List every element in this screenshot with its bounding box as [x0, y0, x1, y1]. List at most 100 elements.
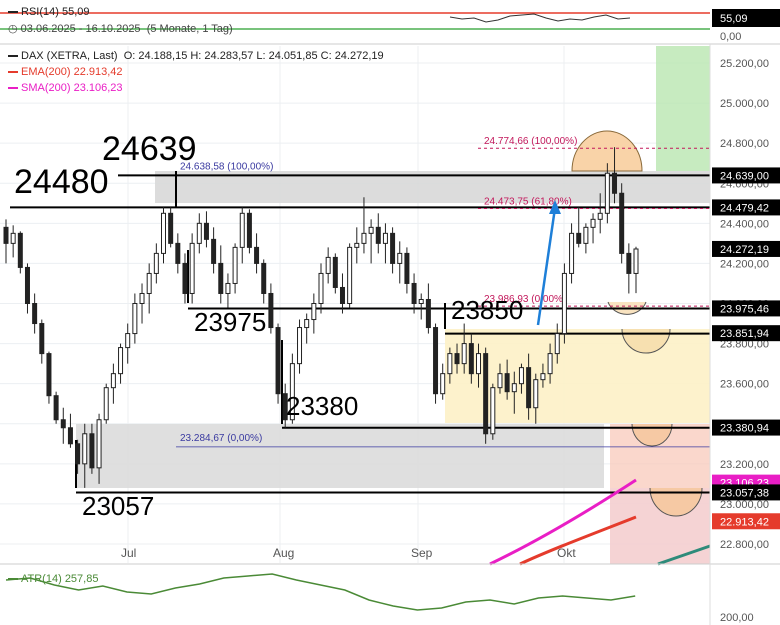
- fib-blue-label: 23.284,67 (0,00%): [180, 433, 262, 444]
- y-tick-label: 24.800,00: [720, 138, 769, 150]
- ema-label: EMA(200): [21, 66, 71, 78]
- candle-body: [110, 373, 116, 389]
- y-tick-label: 23.000,00: [720, 499, 769, 511]
- atr-value: 257,85: [64, 573, 99, 585]
- candle-body: [24, 266, 30, 304]
- candle-body: [425, 298, 431, 329]
- candle-body: [354, 242, 360, 248]
- candle-body: [454, 353, 460, 365]
- price-box-label: 23.975,46: [720, 303, 769, 315]
- candle-body: [103, 387, 109, 421]
- ema-swatch: [8, 71, 18, 74]
- y-tick-label: 25.000,00: [720, 98, 769, 110]
- price-box: [712, 513, 780, 530]
- candle-body: [282, 393, 288, 421]
- rsi-line: [449, 13, 631, 23]
- candle-body: [368, 226, 374, 234]
- fib-blue-label: 24.638,58 (100,00%): [180, 162, 273, 173]
- candle-body: [490, 387, 496, 435]
- candle-body: [261, 262, 267, 294]
- candle-body: [569, 232, 575, 274]
- candle-body: [53, 395, 59, 421]
- level-label: 23850: [451, 295, 523, 325]
- candle-body: [39, 323, 45, 355]
- clock-icon: ◷: [8, 23, 18, 35]
- yellow-zone: [445, 329, 710, 423]
- candle-body: [504, 373, 510, 393]
- rsi-swatch: [8, 11, 18, 14]
- candle-body: [139, 292, 145, 304]
- sma-value: 23.106,23: [73, 82, 123, 94]
- atr-line: [5, 573, 636, 611]
- candle-body: [332, 256, 338, 288]
- candle-body: [60, 419, 66, 429]
- atr-axis-label: 200,00: [720, 612, 754, 624]
- ema-line: [519, 515, 637, 566]
- sma-line: [489, 478, 637, 566]
- candle-body: [304, 319, 310, 329]
- candle-body: [440, 373, 446, 395]
- arc-2: [621, 328, 671, 354]
- fib-label: 24.473,75 (61,80%): [484, 197, 572, 208]
- sma-swatch: [8, 87, 18, 90]
- candle-body: [511, 383, 517, 393]
- instrument-name: DAX (XETRA, Last): [21, 50, 118, 62]
- candle-body: [375, 226, 381, 244]
- candle-body: [576, 232, 582, 244]
- period-info: ◷ 03.06.2025 - 16.10.2025 (5 Monate, 1 T…: [8, 22, 233, 35]
- candle-body: [468, 343, 474, 375]
- candle-body: [311, 303, 317, 321]
- candle-body: [132, 303, 138, 335]
- candle-body: [17, 232, 23, 268]
- fib-label: 24.774,66 (100,00%): [484, 136, 577, 147]
- candle-body: [254, 246, 260, 264]
- price-box-label: 23.380,94: [720, 423, 769, 435]
- price-box-label: 23.851,94: [720, 328, 769, 340]
- candle-body: [461, 343, 467, 365]
- sma-label: SMA(200): [21, 82, 71, 94]
- candle-body: [218, 262, 224, 294]
- candle-body: [225, 282, 231, 294]
- y-tick-label: 24.400,00: [720, 218, 769, 230]
- candle-body: [211, 238, 217, 264]
- candle-body: [182, 262, 188, 294]
- candle-body: [497, 373, 503, 389]
- rsi-legend: RSI(14) 55,09: [8, 6, 90, 18]
- candle-body: [418, 298, 424, 305]
- rsi-panel: [0, 0, 780, 44]
- candle-body: [146, 272, 152, 294]
- fib-label: 23.986,93 (0,00%): [484, 294, 566, 305]
- blue-arrow-shaft: [536, 207, 557, 326]
- candle-body: [561, 272, 567, 335]
- candle-body: [583, 226, 589, 244]
- price-box: [712, 167, 780, 184]
- y-tick-label: 22.800,00: [720, 539, 769, 551]
- y-tick-label: 25.200,00: [720, 58, 769, 70]
- candle-body: [268, 292, 274, 329]
- candle-body: [382, 232, 388, 244]
- x-tick-label: Jul: [121, 546, 136, 560]
- candle-body: [325, 256, 331, 274]
- price-box-label: 24.272,19: [720, 244, 769, 256]
- candle-body: [361, 232, 367, 244]
- candle-body: [533, 379, 539, 409]
- ema-value: 22.913,42: [73, 66, 123, 78]
- x-tick-label: Sep: [411, 546, 433, 560]
- price-box: [712, 325, 780, 342]
- candle-body: [483, 353, 489, 435]
- candle-body: [239, 212, 245, 248]
- main-swatch: [8, 55, 18, 58]
- sma-legend: SMA(200) 23.106,23: [8, 82, 123, 94]
- candle-body: [554, 333, 560, 355]
- candle-body: [189, 242, 195, 294]
- price-box: [712, 300, 780, 317]
- main-header: DAX (XETRA, Last) O: 24.188,15 H: 24.283…: [8, 50, 384, 62]
- candle-body: [118, 347, 124, 375]
- candle-body: [67, 427, 73, 445]
- candle-body: [232, 246, 238, 284]
- atr-label: ATR(14): [21, 573, 62, 585]
- candle-body: [75, 443, 81, 465]
- price-box-label: 24.479,42: [720, 202, 769, 214]
- candle-body: [476, 353, 481, 375]
